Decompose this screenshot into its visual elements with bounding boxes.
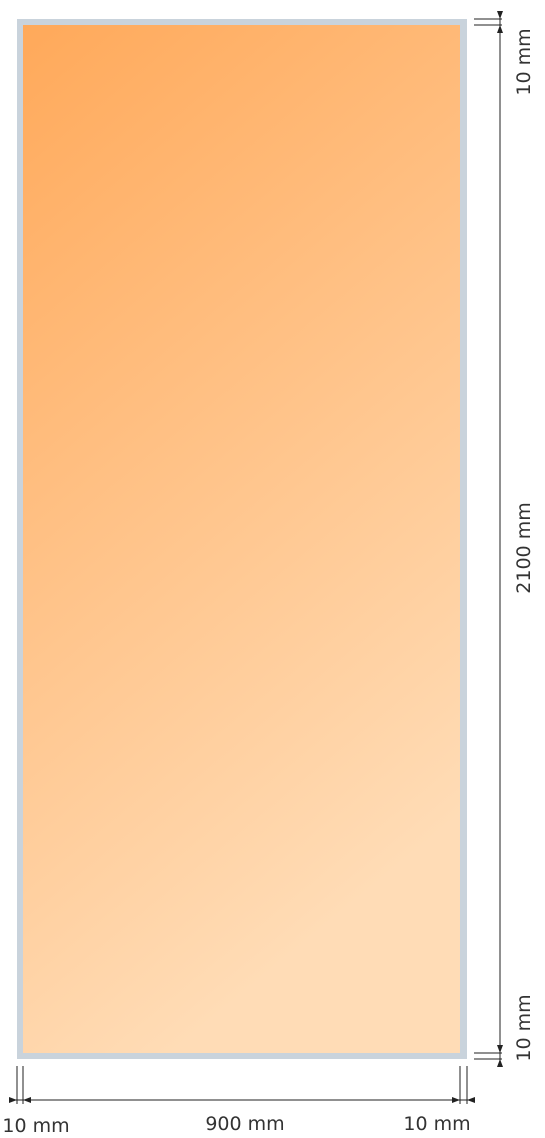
label-frame-bottom: 10 mm	[513, 994, 535, 1061]
arrow-left-b	[23, 1097, 31, 1103]
horizontal-dimension-arrows	[9, 1097, 475, 1103]
label-frame-left: 10 mm	[2, 1115, 69, 1137]
vertical-dimension-arrows	[497, 11, 503, 1067]
label-width: 900 mm	[205, 1113, 284, 1135]
door-panel	[23, 25, 460, 1053]
arrow-bottom-b	[497, 1059, 503, 1067]
label-frame-right: 10 mm	[403, 1113, 470, 1135]
arrow-top-b	[497, 25, 503, 33]
arrow-top-a	[497, 11, 503, 19]
arrow-right-a	[452, 1097, 460, 1103]
horizontal-dimension	[10, 1066, 474, 1104]
arrow-right-b	[467, 1097, 475, 1103]
label-height: 2100 mm	[513, 502, 535, 593]
arrow-bottom-a	[497, 1045, 503, 1053]
vertical-dimension	[474, 12, 502, 1066]
label-frame-top: 10 mm	[513, 28, 535, 95]
arrow-left-a	[9, 1097, 17, 1103]
